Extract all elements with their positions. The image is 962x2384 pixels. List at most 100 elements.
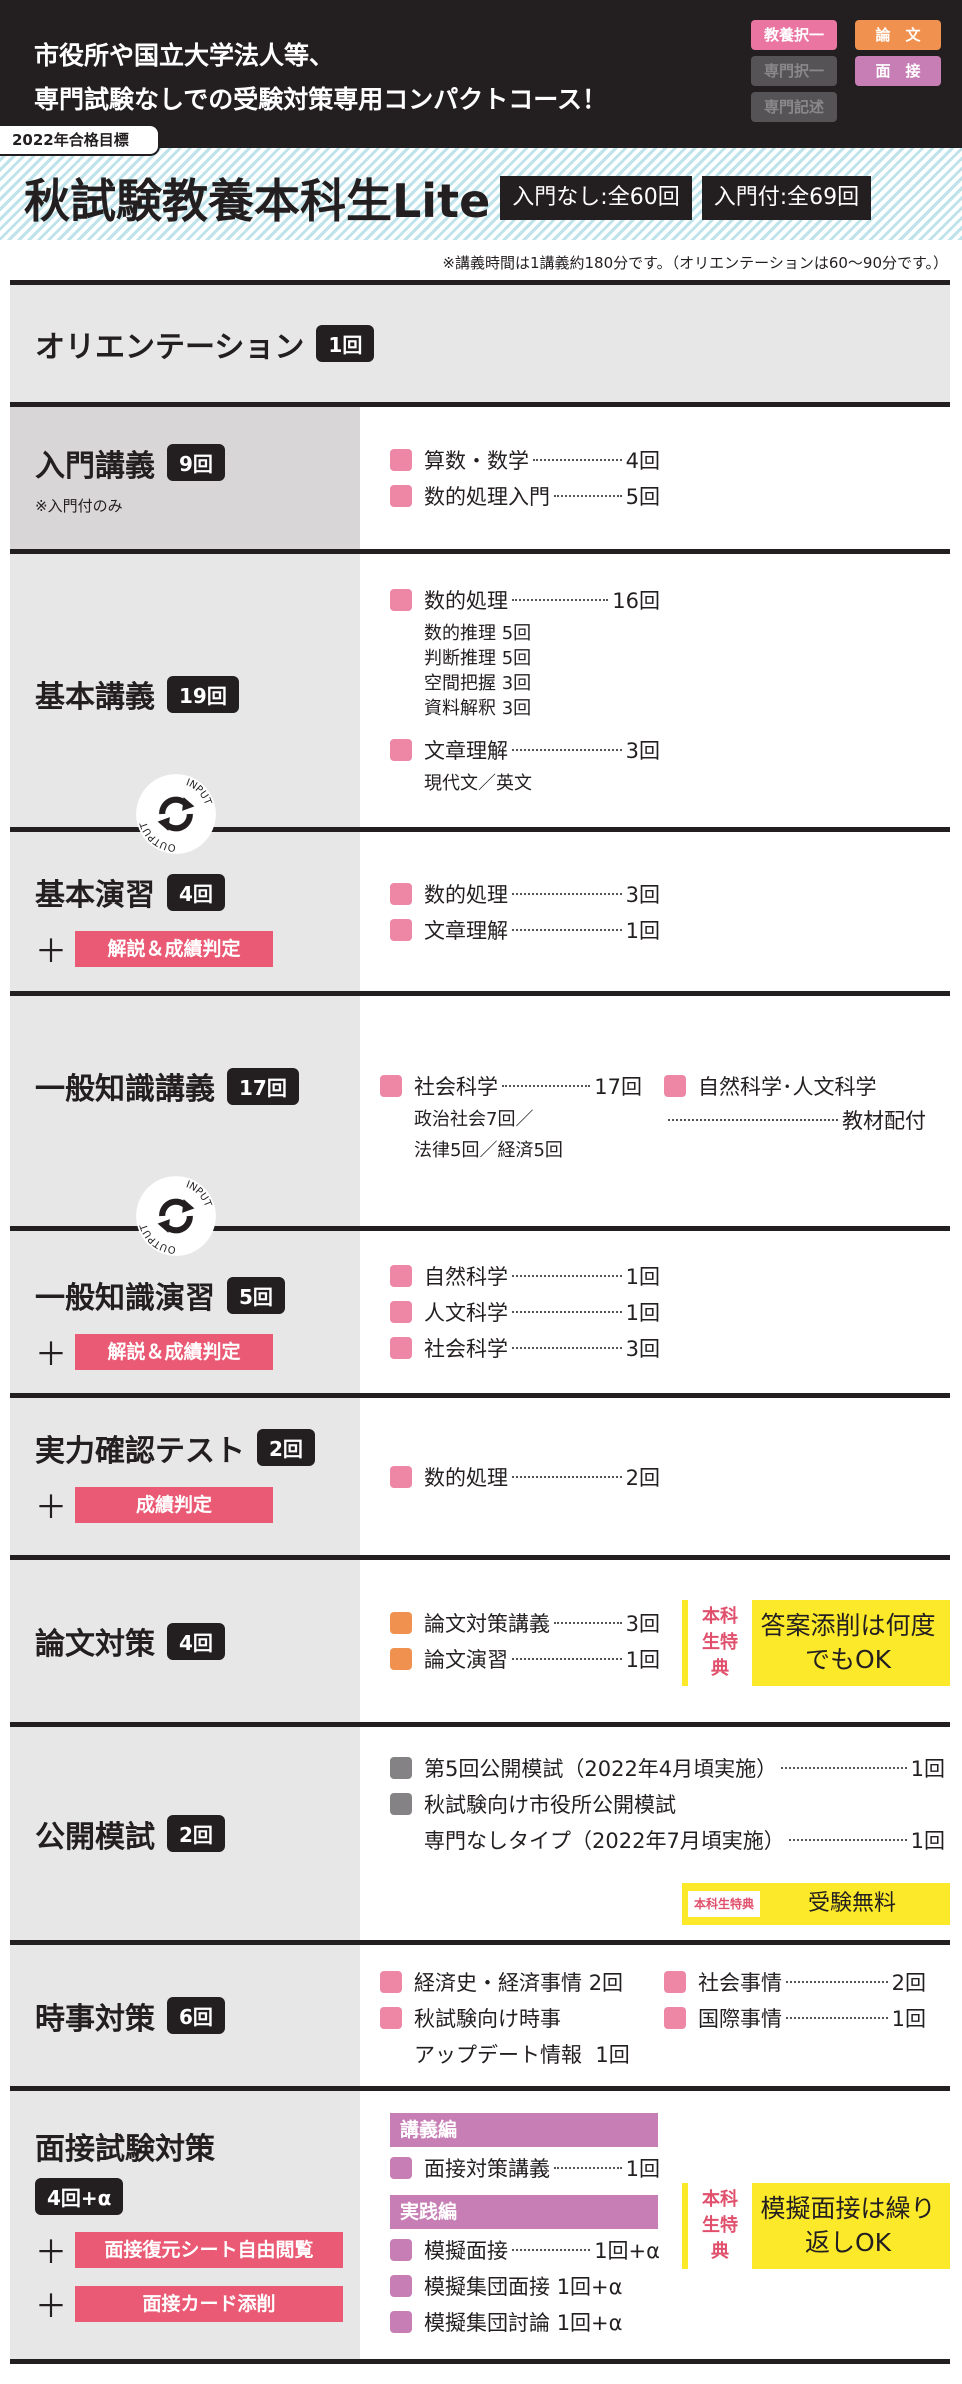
- bullet-icon: [390, 1757, 412, 1779]
- count-with-intro: 入門付:全69回: [701, 176, 872, 220]
- row-title: 入門講義: [35, 448, 155, 484]
- plus-icon: ＋: [35, 1487, 68, 1526]
- row-interview: 面接試験対策 4回+α ＋面接復元シート自由閲覧 ＋面接カード添削 講義編 面接…: [10, 2086, 950, 2364]
- bullet-icon: [664, 1075, 686, 1097]
- list-item: 数的処理 16回: [390, 585, 660, 615]
- header-banner: 市役所や国立大学法人等、 専門試験なしでの受験対策専用コンパクトコース！ 教養択一…: [0, 0, 962, 148]
- count-badge: 4回: [167, 873, 225, 911]
- list-item: 秋試験向け市役所公開模試: [390, 1789, 945, 1819]
- bullet-icon: [390, 1265, 412, 1287]
- bullet-icon: [390, 918, 412, 941]
- count-badge: 1回: [316, 325, 375, 362]
- bullet-icon: [390, 739, 412, 761]
- bullet-icon: [390, 1793, 412, 1815]
- count-badge: 19回: [167, 675, 239, 713]
- list-item: 算数・数学 4回: [390, 445, 660, 475]
- bullet-icon: [390, 2239, 412, 2261]
- bullet-icon: [380, 1971, 402, 1993]
- row-title: 時事対策: [35, 2001, 155, 2037]
- list-item: 文章理解 3回: [390, 735, 660, 765]
- bullet-icon: [390, 2157, 412, 2179]
- list-item: 文章理解 1回: [390, 915, 660, 945]
- list-item: 自然科学 1回: [390, 1261, 660, 1291]
- row-mock-exam: 公開模試 2回 第5回公開模試（2022年4月頃実施） 1回 秋試験向け市役所公開模…: [10, 1722, 950, 1940]
- section-header: 実践編: [390, 2195, 658, 2229]
- list-item: 数的処理入門 5回: [390, 481, 660, 511]
- list-item: 自然科学･人文科学: [664, 1071, 926, 1101]
- extra-label: 解説＆成績判定: [75, 931, 274, 967]
- tag-senmon-kijutsu: 専門記述: [751, 92, 837, 122]
- bullet-icon: [390, 2275, 412, 2297]
- bullet-icon: [390, 449, 412, 471]
- row-intro: 入門講義 9回 ※入門付のみ 算数・数学 4回 数的処理入門 5回: [10, 402, 950, 549]
- catchphrase: 市役所や国立大学法人等、 専門試験なしでの受験対策専用コンパクトコース！: [34, 41, 608, 114]
- list-item: 第5回公開模試（2022年4月頃実施） 1回: [390, 1753, 945, 1783]
- bullet-icon: [380, 1075, 402, 1097]
- bullet-icon: [390, 2311, 412, 2333]
- list-item: 模擬集団面接 1回+α: [390, 2271, 660, 2301]
- count-badge: 9回: [167, 444, 225, 481]
- extra-label: 面接復元シート自由閲覧: [75, 2231, 344, 2268]
- row-general-practice: 一般知識演習 5回 ＋解説＆成績判定 自然科学 1回 人文科学 1回 社会科学 3回: [10, 1226, 950, 1393]
- row-ability-test: 実力確認テスト 2回 ＋成績判定 数的処理 2回: [10, 1393, 950, 1555]
- list-item: 論文対策講義 3回: [390, 1608, 660, 1638]
- list-item: 論文演習 1回: [390, 1644, 660, 1674]
- perk-box: 本科生特典 答案添削は何度でもOK: [682, 1600, 950, 1686]
- list-item: 秋試験向け時事: [380, 2003, 642, 2033]
- bullet-icon: [390, 1337, 412, 1359]
- count-badge: 4回+α: [35, 2177, 124, 2215]
- bullet-icon: [664, 1971, 686, 1993]
- plus-icon: ＋: [35, 2286, 68, 2325]
- bullet-icon: [390, 1301, 412, 1323]
- perk-box: 本科生特典 模擬面接は繰り返しOK: [682, 2183, 950, 2269]
- list-item: 面接対策講義 1回: [390, 2153, 660, 2183]
- row-title: 一般知識演習: [35, 1281, 215, 1316]
- bullet-icon: [390, 485, 412, 507]
- list-item: 数的処理 2回: [390, 1462, 660, 1492]
- plus-icon: ＋: [35, 2232, 68, 2271]
- row-title: 基本講義: [35, 680, 155, 715]
- count-badge: 6回: [167, 1997, 225, 2034]
- course-title: 秋試験教養本科生Lite: [24, 174, 491, 228]
- input-output-cycle-icon: INPUT OUTPUT: [136, 1176, 216, 1256]
- tag-mensetsu: 面 接: [855, 56, 941, 86]
- bullet-icon: [664, 2007, 686, 2029]
- extra-label: 解説＆成績判定: [75, 1334, 274, 1370]
- row-title: 基本演習: [35, 878, 155, 913]
- bullet-icon: [390, 1612, 412, 1634]
- section-header: 講義編: [390, 2113, 658, 2147]
- tag-ronbun: 論 文: [855, 20, 941, 50]
- count-badge: 2回: [167, 1815, 225, 1852]
- plus-icon: ＋: [35, 1335, 68, 1373]
- goal-label: 2022年合格目標: [0, 124, 160, 156]
- list-item: 国際事情 1回: [664, 2003, 926, 2033]
- bullet-icon: [390, 589, 412, 611]
- row-title: 面接試験対策: [35, 2131, 215, 2167]
- count-badge: 4回: [167, 1622, 225, 1660]
- bullet-icon: [390, 1465, 412, 1488]
- perk-box: 本科生特典 受験無料: [682, 1883, 950, 1925]
- list-item: 社会科学 17回: [380, 1071, 642, 1101]
- bullet-icon: [380, 2007, 402, 2029]
- row-title: オリエンテーション: [35, 329, 305, 365]
- tag-senmon-taku: 専門択一: [751, 56, 837, 86]
- row-title: 公開模試: [35, 1819, 155, 1855]
- bullet-icon: [390, 882, 412, 905]
- list-item: 数的処理 3回: [390, 879, 660, 909]
- bullet-icon: [390, 1648, 412, 1670]
- input-output-cycle-icon: INPUT OUTPUT: [136, 774, 216, 854]
- row-essay: 論文対策 4回 論文対策講義 3回 論文演習 1回 本科生特典 答案添削は何度でもOK: [10, 1555, 950, 1722]
- extra-label: 成績判定: [75, 1486, 274, 1523]
- row-orientation: オリエンテーション 1回: [10, 280, 950, 402]
- row-title: 論文対策: [35, 1627, 155, 1662]
- row-title: 一般知識講義: [35, 1072, 215, 1107]
- row-title: 実力確認テスト: [35, 1433, 245, 1469]
- count-badge: 17回: [227, 1067, 299, 1105]
- row-general-lecture: 一般知識講義 17回 社会科学 17回 政治社会7回／ 法律5回／経済5回 自然科学･…: [10, 991, 950, 1226]
- list-item: 模擬集団討論 1回+α: [390, 2307, 660, 2337]
- row-current-affairs: 時事対策 6回 経済史・経済事情 2回 秋試験向け時事 アップデート情報 1回 社…: [10, 1940, 950, 2086]
- list-item: 社会事情 2回: [664, 1967, 926, 1997]
- extra-label: 面接カード添削: [75, 2285, 344, 2322]
- list-item: 人文科学 1回: [390, 1297, 660, 1327]
- plus-icon: ＋: [35, 932, 68, 970]
